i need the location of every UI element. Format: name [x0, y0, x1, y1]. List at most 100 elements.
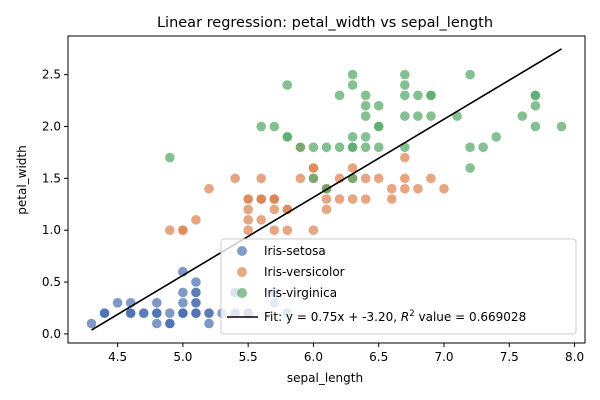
point-iris-setosa-30 [151, 307, 162, 319]
point-iris-versicolor-26 [412, 183, 424, 194]
point-iris-setosa-29 [138, 307, 149, 319]
point-iris-versicolor-8 [386, 193, 397, 205]
point-iris-versicolor-19 [256, 214, 267, 226]
point-iris-setosa-28 [203, 307, 215, 319]
point-iris-virginica-31 [556, 121, 567, 132]
point-iris-virginica-19 [308, 173, 319, 184]
y-tick-label-2: 1.0 [42, 223, 61, 237]
point-iris-versicolor-17 [282, 225, 293, 236]
y-axis-label: petal_width [15, 145, 29, 214]
y-tick-label-3: 1.5 [42, 171, 61, 185]
point-iris-virginica-45 [399, 90, 411, 101]
point-iris-versicolor-48 [190, 214, 202, 226]
point-iris-versicolor-49 [269, 193, 280, 205]
point-iris-virginica-22 [530, 121, 541, 132]
point-iris-virginica-9 [464, 69, 476, 80]
point-iris-virginica-47 [373, 121, 384, 132]
point-iris-virginica-30 [491, 131, 502, 143]
point-iris-versicolor-9 [203, 183, 215, 194]
axes-frame [67, 35, 586, 344]
point-iris-setosa-46 [190, 307, 202, 319]
point-iris-virginica-4 [373, 100, 384, 111]
y-tick-label-0: 0.0 [42, 327, 61, 341]
y-tick-label-4: 2.0 [42, 119, 61, 133]
legend-label-setosa: Iris-setosa [264, 244, 326, 258]
chart-title: Linear regression: petal_width vs sepal_… [157, 15, 493, 31]
point-iris-virginica-36 [347, 79, 358, 91]
point-iris-setosa-19 [190, 297, 202, 309]
series-iris-versicolor [164, 142, 450, 236]
x-axis-label: sepal_length [287, 371, 363, 385]
point-iris-virginica-14 [282, 79, 293, 91]
fit-label-r: R [401, 310, 409, 324]
point-iris-virginica-26 [334, 142, 345, 153]
point-iris-virginica-35 [530, 90, 541, 101]
point-iris-versicolor-21 [321, 193, 332, 205]
point-iris-virginica-23 [347, 142, 358, 153]
legend-label-fit: Fit: y = 0.75x + -3.20, R2 value = 0.669… [264, 309, 526, 324]
series-iris-virginica [164, 69, 567, 194]
plot-area [86, 48, 567, 331]
point-iris-setosa-13 [86, 318, 97, 329]
point-iris-versicolor-40 [242, 204, 254, 215]
point-iris-virginica-39 [425, 110, 437, 122]
point-iris-versicolor-37 [347, 193, 358, 205]
x-tick-label-4: 6.5 [369, 350, 388, 364]
point-iris-versicolor-44 [256, 193, 267, 205]
point-iris-virginica-16 [373, 142, 384, 153]
point-iris-virginica-42 [282, 131, 293, 143]
legend-marker-virginica [237, 288, 247, 298]
point-iris-virginica-43 [412, 90, 424, 101]
point-iris-versicolor-36 [399, 173, 411, 184]
point-iris-versicolor-43 [177, 225, 189, 236]
point-iris-virginica-33 [347, 173, 358, 184]
point-iris-setosa-44 [190, 287, 202, 298]
legend: Iris-setosa Iris-versicolor Iris-virgini… [220, 238, 577, 335]
x-tick-label-5: 7.0 [434, 350, 453, 364]
point-iris-versicolor-34 [229, 173, 241, 184]
point-iris-virginica-17 [530, 100, 541, 111]
x-tick-label-7: 8.0 [565, 350, 584, 364]
y-tick-label-1: 0.5 [42, 275, 61, 289]
point-iris-virginica-48 [334, 90, 345, 101]
point-iris-virginica-32 [360, 100, 371, 111]
point-iris-virginica-6 [164, 152, 176, 163]
point-iris-virginica-44 [399, 69, 411, 80]
point-iris-versicolor-15 [399, 183, 411, 194]
x-axis: 4.5 5.0 5.5 6.0 6.5 7.0 7.5 8.0 [108, 343, 584, 364]
point-iris-setosa-49 [177, 307, 189, 319]
point-iris-versicolor-30 [242, 214, 254, 226]
point-iris-versicolor-29 [269, 225, 280, 236]
point-iris-versicolor-2 [425, 173, 437, 184]
regression-line [91, 48, 562, 331]
point-iris-virginica-13 [269, 121, 280, 132]
x-tick-label-3: 6.0 [304, 350, 323, 364]
point-iris-setosa-26 [177, 287, 189, 298]
point-iris-virginica-49 [295, 142, 306, 153]
point-iris-virginica-40 [399, 79, 411, 91]
x-tick-label-6: 7.5 [500, 350, 519, 364]
point-iris-versicolor-47 [334, 193, 345, 205]
point-iris-versicolor-0 [438, 183, 450, 194]
point-iris-versicolor-39 [242, 193, 254, 205]
point-iris-virginica-41 [425, 90, 437, 101]
point-iris-virginica-27 [321, 142, 332, 153]
y-axis: 0.0 0.5 1.0 1.5 2.0 2.5 [42, 68, 68, 341]
point-iris-virginica-24 [399, 110, 411, 122]
point-iris-virginica-21 [256, 121, 267, 132]
point-iris-setosa-45 [151, 297, 162, 309]
point-iris-versicolor-12 [308, 225, 319, 236]
point-iris-setosa-1 [164, 307, 176, 319]
legend-label-versicolor: Iris-versicolor [264, 265, 345, 279]
point-iris-versicolor-31 [242, 225, 254, 236]
fit-label-prefix: Fit: y = 0.75x + -3.20, [264, 310, 401, 324]
point-iris-versicolor-1 [360, 173, 371, 184]
point-iris-virginica-12 [412, 110, 424, 122]
point-iris-versicolor-35 [308, 162, 319, 174]
point-iris-setosa-32 [203, 318, 215, 329]
point-iris-versicolor-45 [269, 204, 280, 215]
point-iris-virginica-25 [464, 142, 476, 153]
point-iris-virginica-37 [360, 142, 371, 153]
point-iris-virginica-5 [517, 110, 528, 122]
